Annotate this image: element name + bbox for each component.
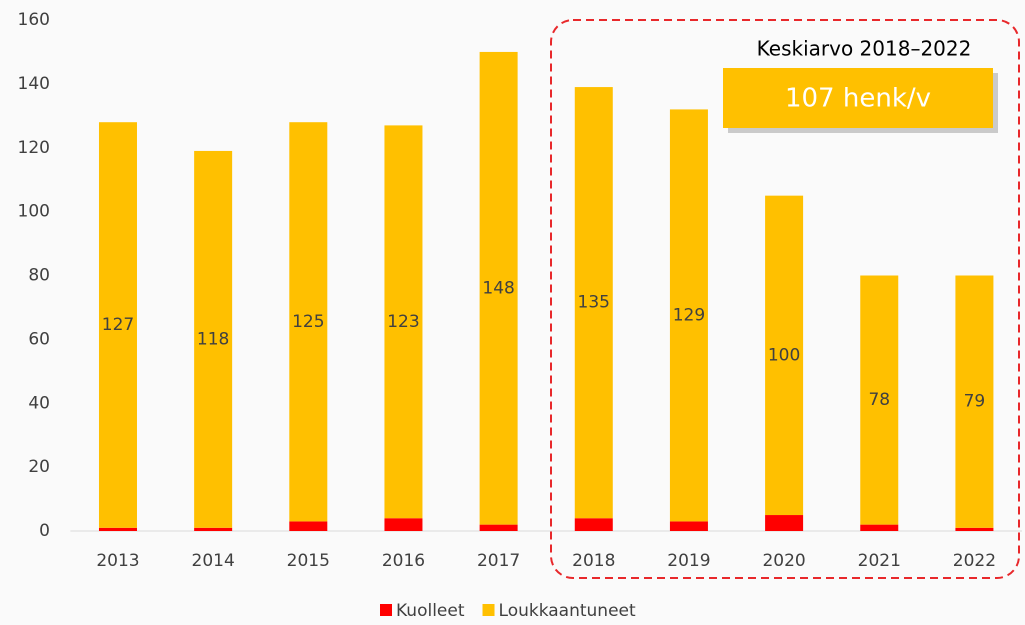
bar-segment [669, 109, 708, 522]
annotation-value: 107 henk/v [785, 84, 931, 114]
data-label: 125 [292, 312, 324, 332]
y-tick-label: 140 [18, 74, 50, 94]
bar-segment [669, 521, 708, 531]
annotation-title: Keskiarvo 2018–2022 [757, 37, 972, 61]
bar-segment [384, 518, 423, 531]
data-label: 123 [387, 312, 419, 332]
annotation-box [723, 68, 993, 128]
bar-segment [765, 515, 804, 531]
x-tick-label: 2022 [953, 551, 996, 571]
bar-segment [955, 527, 994, 531]
x-tick-label: 2016 [382, 551, 425, 571]
y-tick-label: 100 [18, 202, 50, 222]
data-label: 79 [964, 392, 986, 412]
y-tick-label: 120 [18, 138, 50, 158]
x-tick-label: 2013 [96, 551, 139, 571]
bar-segment [289, 521, 328, 531]
y-tick-label: 20 [28, 457, 50, 477]
bar-segment [98, 122, 137, 528]
data-label: 127 [102, 315, 134, 335]
data-label: 118 [197, 329, 229, 349]
bar-segment [194, 527, 233, 531]
highlight-box [550, 19, 1020, 579]
legend-label: Kuolleet [396, 601, 465, 621]
data-label: 78 [868, 390, 890, 410]
data-label: 148 [482, 278, 514, 298]
y-tick-label: 0 [39, 521, 50, 541]
bar-segment [479, 51, 518, 525]
y-tick-label: 60 [28, 329, 50, 349]
bar-segment [384, 125, 423, 519]
x-tick-label: 2017 [477, 551, 520, 571]
bar-segment [574, 87, 613, 519]
bar-segment [765, 195, 804, 516]
y-tick-label: 40 [28, 393, 50, 413]
y-tick-label: 160 [18, 10, 50, 30]
bar-segment [98, 527, 137, 531]
x-tick-label: 2020 [762, 551, 805, 571]
bar-segment [955, 275, 994, 528]
y-tick-label: 80 [28, 266, 50, 286]
bar-segment [479, 524, 518, 531]
data-label: 135 [578, 293, 610, 313]
x-tick-label: 2014 [192, 551, 235, 571]
legend-swatch [482, 604, 495, 616]
legend-swatch [380, 604, 392, 616]
legend-label: Loukkaantuneet [499, 601, 636, 621]
x-tick-label: 2018 [572, 551, 615, 571]
bar-segment [860, 275, 899, 525]
x-tick-label: 2015 [287, 551, 330, 571]
x-tick-label: 2019 [667, 551, 710, 571]
bar-segment [574, 518, 613, 531]
bar-segment [289, 122, 328, 522]
data-label: 129 [673, 305, 705, 325]
bar-segment [860, 524, 899, 531]
bar-segment [194, 150, 233, 528]
x-tick-label: 2021 [858, 551, 901, 571]
data-label: 100 [768, 345, 800, 365]
